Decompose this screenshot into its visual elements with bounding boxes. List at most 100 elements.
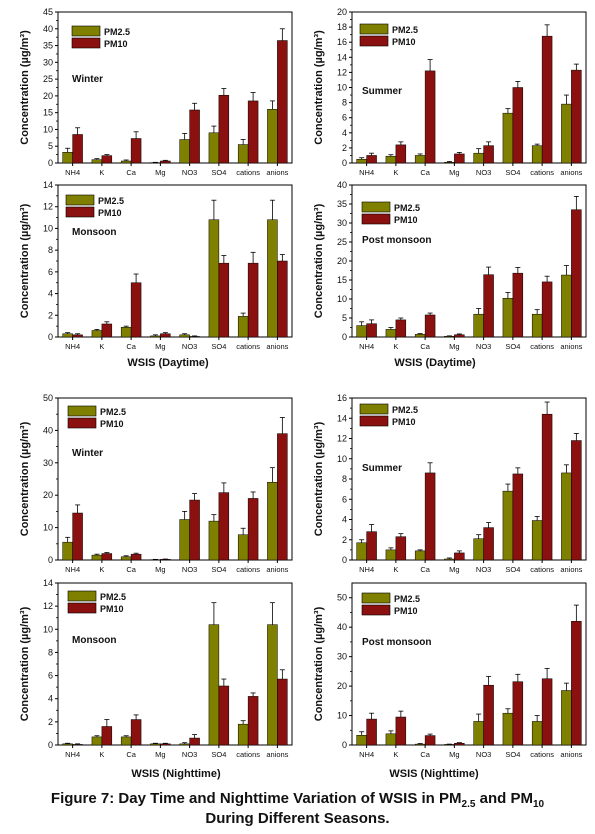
x-tick-label: SO4	[211, 565, 226, 574]
y-tick-label: 4	[48, 289, 53, 299]
y-tick-label: 0	[342, 555, 347, 565]
y-tick-label: 12	[337, 434, 347, 444]
y-tick-label: 0	[342, 158, 347, 168]
y-tick-label: 20	[337, 256, 347, 266]
chart-panel-post-monsoon-daytime: 0 5 10 15 20 25 30 35 40 Concentration (µg/m³) NH4…	[313, 180, 587, 351]
bar-pm10-k	[395, 536, 407, 561]
bar-pm10-mg	[454, 552, 465, 561]
x-tick-label: Ca	[420, 168, 430, 177]
x-tick-label: NO3	[182, 750, 197, 759]
x-tick-label: anions	[266, 565, 288, 574]
legend-label-pm10: PM10	[394, 606, 418, 616]
y-tick-label: 2	[48, 717, 53, 727]
bar-pm25-anions	[561, 274, 572, 338]
bar-pm10-nh4	[72, 334, 83, 338]
y-tick-label: 40	[337, 180, 347, 190]
x-tick-label: cations	[236, 750, 260, 759]
x-tick-label: K	[99, 342, 104, 351]
bar-pm10-k	[395, 716, 407, 746]
x-tick-label: Mg	[155, 168, 165, 177]
legend-label-pm25: PM2.5	[394, 203, 420, 213]
bar-pm25-k	[91, 554, 103, 561]
bar-pm10-ca	[424, 70, 436, 164]
bar-pm25-k	[91, 330, 103, 338]
y-tick-label: 20	[43, 490, 53, 500]
y-tick-label: 12	[337, 67, 347, 77]
bar-pm10-so4	[512, 681, 524, 746]
x-tick-label: NH4	[359, 168, 374, 177]
bar-pm25-cations	[531, 721, 543, 746]
season-label: Monsoon	[72, 227, 116, 238]
bar-pm25-k	[385, 329, 397, 338]
chart-panel-post-monsoon-nighttime: 0 10 20 30 40 50 Concentration (µg/m³) NH4 K Ca Mg…	[313, 582, 587, 759]
legend-swatch-pm25	[359, 403, 389, 415]
y-tick-label: 15	[337, 275, 347, 285]
x-tick-label: Ca	[126, 750, 136, 759]
chart-panel-monsoon-daytime: 0 2 4 6 8 10 12 14 Concentration (µg/m³) NH4 K Ca Mg…	[19, 180, 293, 351]
x-tick-label: K	[99, 168, 104, 177]
x-tick-label: NH4	[359, 342, 374, 351]
y-axis-label: Concentration (µg/m³)	[313, 203, 325, 318]
bar-pm10-mg	[160, 333, 171, 338]
bar-pm10-cations	[541, 678, 553, 746]
x-tick-label: K	[393, 565, 398, 574]
bar-pm25-cations	[531, 520, 543, 561]
bar-pm10-so4	[512, 87, 524, 164]
x-tick-label: cations	[236, 565, 260, 574]
bar-pm10-ca	[424, 472, 436, 561]
bar-pm25-no3	[179, 519, 190, 561]
bar-pm25-anions	[267, 624, 278, 746]
bar-pm25-cations	[531, 145, 543, 164]
bar-pm25-mg	[444, 161, 455, 164]
y-tick-label: 10	[43, 624, 53, 634]
y-tick-label: 8	[342, 474, 347, 484]
bar-pm25-ca	[414, 155, 426, 164]
bar-pm10-cations	[247, 100, 259, 164]
bar-pm10-anions	[277, 678, 288, 746]
bar-pm10-cations	[247, 262, 259, 338]
x-tick-label: cations	[530, 565, 554, 574]
legend-swatch-pm25	[65, 194, 95, 206]
legend-swatch-pm10	[65, 206, 95, 218]
bar-pm10-ca	[130, 138, 142, 164]
bar-pm25-nh4	[356, 158, 367, 164]
x-tick-label: Ca	[420, 342, 430, 351]
bar-pm10-nh4	[366, 323, 377, 338]
bar-pm25-so4	[502, 297, 514, 338]
bar-pm25-mg	[150, 743, 161, 746]
bar-pm10-so4	[218, 492, 230, 561]
legend-swatch-pm10	[359, 35, 389, 47]
legend-label-pm25: PM2.5	[392, 25, 418, 35]
season-label: Monsoon	[72, 635, 116, 646]
y-tick-label: 2	[342, 535, 347, 545]
y-tick-label: 50	[337, 593, 347, 603]
bar-pm10-ca	[130, 553, 142, 561]
y-tick-label: 10	[337, 83, 347, 93]
y-tick-label: 40	[43, 425, 53, 435]
bar-pm25-anions	[561, 472, 572, 561]
y-tick-label: 10	[43, 223, 53, 233]
x-tick-label: Ca	[126, 565, 136, 574]
x-tick-label: anions	[560, 750, 582, 759]
bar-pm10-no3	[483, 145, 494, 164]
y-tick-label: 6	[342, 494, 347, 504]
y-tick-label: 0	[342, 740, 347, 750]
x-tick-label: Mg	[155, 342, 165, 351]
legend-swatch-pm25	[71, 25, 101, 37]
bar-pm25-ca	[120, 736, 132, 746]
bar-pm10-ca	[424, 314, 436, 338]
x-tick-label: NH4	[65, 168, 80, 177]
bar-pm25-mg	[150, 335, 161, 338]
y-tick-label: 12	[43, 601, 53, 611]
bar-pm10-no3	[189, 336, 200, 338]
x-tick-label: SO4	[211, 168, 226, 177]
x-tick-label: NH4	[359, 565, 374, 574]
y-tick-label: 15	[43, 108, 53, 118]
x-tick-label: SO4	[505, 342, 520, 351]
season-label: Summer	[362, 86, 402, 97]
y-tick-label: 4	[48, 694, 53, 704]
chart-panel-winter-nighttime: 0 10 20 30 40 50 Concentration (µg/m³) NH4 K Ca Mg…	[19, 393, 293, 574]
y-tick-label: 20	[337, 7, 347, 17]
bar-pm25-ca	[414, 334, 426, 338]
x-tick-label: Mg	[449, 565, 459, 574]
